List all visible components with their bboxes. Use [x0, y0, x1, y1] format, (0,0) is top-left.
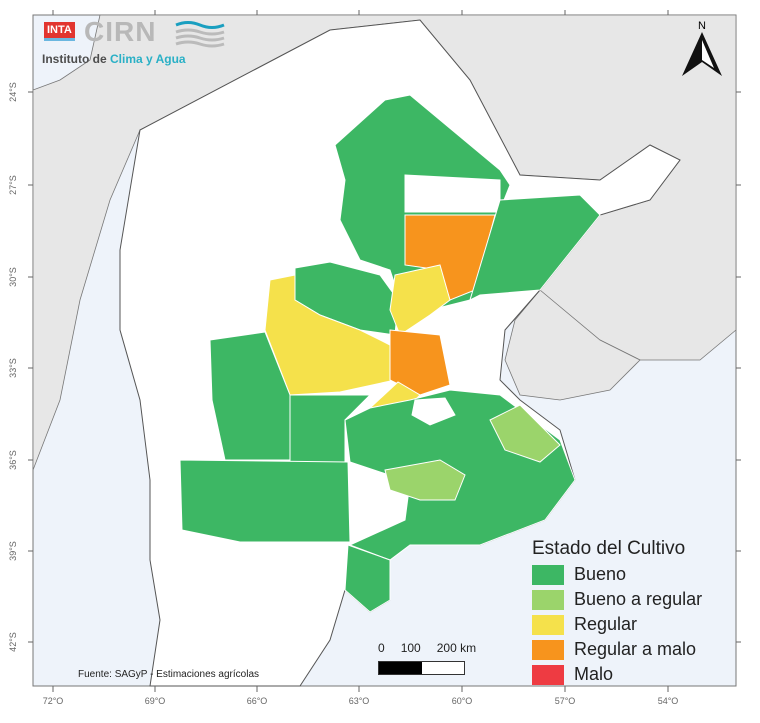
- lon-label: 72°O: [43, 696, 64, 706]
- lat-label: 30°S: [8, 267, 18, 287]
- legend-swatch: [532, 639, 564, 660]
- legend-label: Malo: [574, 664, 614, 684]
- scale-label: 0: [378, 641, 385, 655]
- lon-label: 54°O: [658, 696, 679, 706]
- source-note: Fuente: SAGyP - Estimaciones agrícolas: [78, 669, 260, 680]
- region-blank: [411, 397, 456, 426]
- institute-prefix: Instituto de: [42, 52, 110, 66]
- legend-label: Regular a malo: [574, 639, 697, 659]
- lat-label: 42°S: [8, 632, 18, 652]
- legend-label: Bueno a regular: [574, 589, 703, 609]
- region-regular-a-malo: [389, 329, 451, 396]
- longitude-ticks: [52, 10, 669, 692]
- legend-label: Regular: [574, 614, 638, 634]
- region-bueno: [289, 394, 372, 463]
- legend-item: Regular: [532, 612, 702, 637]
- legend-item: Malo: [532, 662, 702, 687]
- north-label: N: [698, 20, 706, 32]
- lat-label: 39°S: [8, 541, 18, 561]
- lon-label: 66°O: [247, 696, 268, 706]
- institute-name: Instituto de Clima y Agua: [42, 52, 186, 66]
- legend-swatch: [532, 664, 564, 685]
- north-arrow-icon: [682, 32, 722, 76]
- lat-label: 24°S: [8, 82, 18, 102]
- legend-item: Regular a malo: [532, 637, 702, 662]
- provinces: [179, 94, 601, 613]
- cirn-logo: CIRN: [84, 16, 157, 47]
- region-bueno: [469, 194, 601, 301]
- legend-title: Estado del Cultivo: [532, 538, 686, 559]
- scale-bar: 0 100 200 km: [378, 641, 492, 675]
- lat-label: 27°S: [8, 175, 18, 195]
- legend-label: Bueno: [574, 564, 627, 584]
- legend-swatch: [532, 564, 564, 585]
- legend-item: Bueno: [532, 562, 702, 587]
- legend: Estado del Cultivo Bueno Bueno a regular…: [532, 538, 702, 687]
- legend-swatch: [532, 614, 564, 635]
- north-arrow: N: [682, 20, 722, 81]
- cirn-waves-logo: [175, 21, 225, 48]
- lon-label: 63°O: [349, 696, 370, 706]
- lon-label: 60°O: [452, 696, 473, 706]
- region-bueno: [344, 544, 391, 613]
- lon-label: 57°O: [555, 696, 576, 706]
- region-bueno-a-regular: [489, 404, 561, 463]
- legend-item: Bueno a regular: [532, 587, 702, 612]
- region-regular: [389, 264, 451, 336]
- institute-accent: Clima y Agua: [110, 52, 186, 66]
- region-bueno: [179, 459, 351, 543]
- region-blank: [404, 174, 501, 213]
- uruguay: [504, 289, 641, 401]
- lat-label: 36°S: [8, 450, 18, 470]
- scale-label: 200 km: [436, 641, 477, 655]
- lat-label: 33°S: [8, 358, 18, 378]
- inta-logo: INTA: [44, 22, 75, 41]
- region-bueno-a-regular: [384, 459, 466, 501]
- lon-label: 69°O: [145, 696, 166, 706]
- scale-label: 100: [400, 641, 421, 655]
- legend-swatch: [532, 589, 564, 610]
- latitude-ticks: [28, 91, 741, 643]
